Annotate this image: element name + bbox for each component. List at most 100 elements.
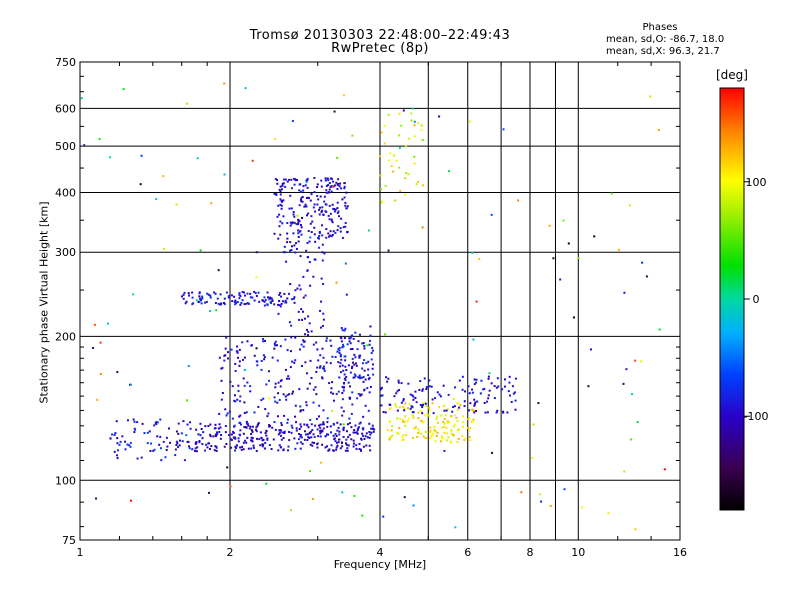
data-point bbox=[351, 357, 354, 360]
data-point bbox=[281, 182, 284, 185]
data-point bbox=[625, 368, 628, 371]
data-point bbox=[319, 326, 322, 329]
data-point bbox=[281, 300, 284, 303]
data-point bbox=[445, 439, 448, 442]
data-point bbox=[359, 333, 362, 336]
data-point bbox=[124, 448, 127, 451]
data-point bbox=[363, 359, 366, 362]
data-point bbox=[327, 191, 330, 194]
data-point bbox=[354, 424, 357, 427]
data-point bbox=[238, 297, 241, 300]
data-point bbox=[278, 188, 281, 191]
data-point bbox=[316, 186, 319, 189]
data-point bbox=[290, 245, 293, 248]
data-point bbox=[342, 369, 345, 372]
data-point bbox=[174, 448, 177, 451]
data-point bbox=[305, 214, 308, 217]
data-point bbox=[290, 178, 293, 181]
data-point bbox=[321, 234, 324, 237]
data-point bbox=[396, 409, 399, 412]
data-point bbox=[282, 199, 285, 202]
data-point bbox=[332, 208, 335, 211]
data-point bbox=[273, 420, 276, 423]
data-point bbox=[349, 348, 352, 351]
data-point bbox=[493, 385, 496, 388]
data-point bbox=[326, 425, 329, 428]
data-point bbox=[468, 429, 471, 432]
data-point bbox=[174, 454, 177, 457]
data-point bbox=[371, 346, 374, 349]
data-point bbox=[366, 344, 369, 347]
data-point bbox=[381, 394, 384, 397]
data-point bbox=[310, 193, 313, 196]
data-point bbox=[306, 387, 309, 390]
data-point bbox=[321, 243, 324, 246]
data-point bbox=[358, 448, 361, 451]
data-point bbox=[238, 293, 241, 296]
data-point bbox=[219, 426, 222, 429]
data-point bbox=[323, 367, 326, 370]
data-point bbox=[327, 179, 330, 182]
data-point bbox=[225, 291, 228, 294]
data-point bbox=[294, 289, 297, 292]
data-point bbox=[354, 356, 357, 359]
data-point bbox=[311, 428, 314, 431]
data-point bbox=[425, 386, 428, 389]
data-point bbox=[457, 429, 460, 432]
data-point bbox=[270, 302, 273, 305]
data-point bbox=[283, 292, 286, 295]
data-point bbox=[435, 434, 438, 437]
data-point bbox=[467, 385, 470, 388]
data-point bbox=[395, 392, 398, 395]
data-point bbox=[487, 377, 490, 380]
data-point bbox=[490, 213, 493, 216]
data-point bbox=[362, 434, 365, 437]
data-point bbox=[412, 395, 415, 398]
data-point bbox=[299, 230, 302, 233]
data-point bbox=[401, 438, 404, 441]
data-point bbox=[284, 395, 287, 398]
data-point bbox=[294, 178, 297, 181]
data-point bbox=[336, 421, 339, 424]
data-point bbox=[476, 400, 479, 403]
data-point bbox=[230, 348, 233, 351]
data-point bbox=[251, 437, 254, 440]
data-point bbox=[288, 430, 291, 433]
data-point bbox=[411, 394, 414, 397]
data-point bbox=[324, 435, 327, 438]
data-point bbox=[338, 433, 341, 436]
data-point bbox=[336, 187, 339, 190]
x-tick-label: 1 bbox=[77, 546, 84, 559]
data-point bbox=[371, 367, 374, 370]
data-point bbox=[250, 429, 253, 432]
data-point bbox=[313, 203, 316, 206]
data-point bbox=[327, 232, 330, 235]
data-point bbox=[264, 431, 267, 434]
data-point bbox=[111, 433, 114, 436]
data-point bbox=[384, 184, 387, 187]
data-point bbox=[251, 440, 254, 443]
data-point bbox=[308, 382, 311, 385]
data-point bbox=[330, 344, 333, 347]
data-point bbox=[299, 405, 302, 408]
data-point bbox=[342, 389, 345, 392]
data-point bbox=[327, 184, 330, 187]
data-point bbox=[292, 390, 295, 393]
data-point bbox=[293, 296, 296, 299]
data-point bbox=[428, 431, 431, 434]
data-point bbox=[436, 421, 439, 424]
data-point bbox=[496, 377, 499, 380]
data-point bbox=[343, 329, 346, 332]
data-point bbox=[636, 421, 639, 424]
data-point bbox=[298, 427, 301, 430]
data-point bbox=[265, 434, 268, 437]
data-point bbox=[417, 431, 420, 434]
data-point bbox=[245, 441, 248, 444]
data-point bbox=[469, 120, 472, 123]
data-point bbox=[188, 445, 191, 448]
data-point bbox=[446, 408, 449, 411]
data-point bbox=[335, 446, 338, 449]
data-point bbox=[351, 334, 354, 337]
data-point bbox=[231, 385, 234, 388]
data-point bbox=[188, 447, 191, 450]
